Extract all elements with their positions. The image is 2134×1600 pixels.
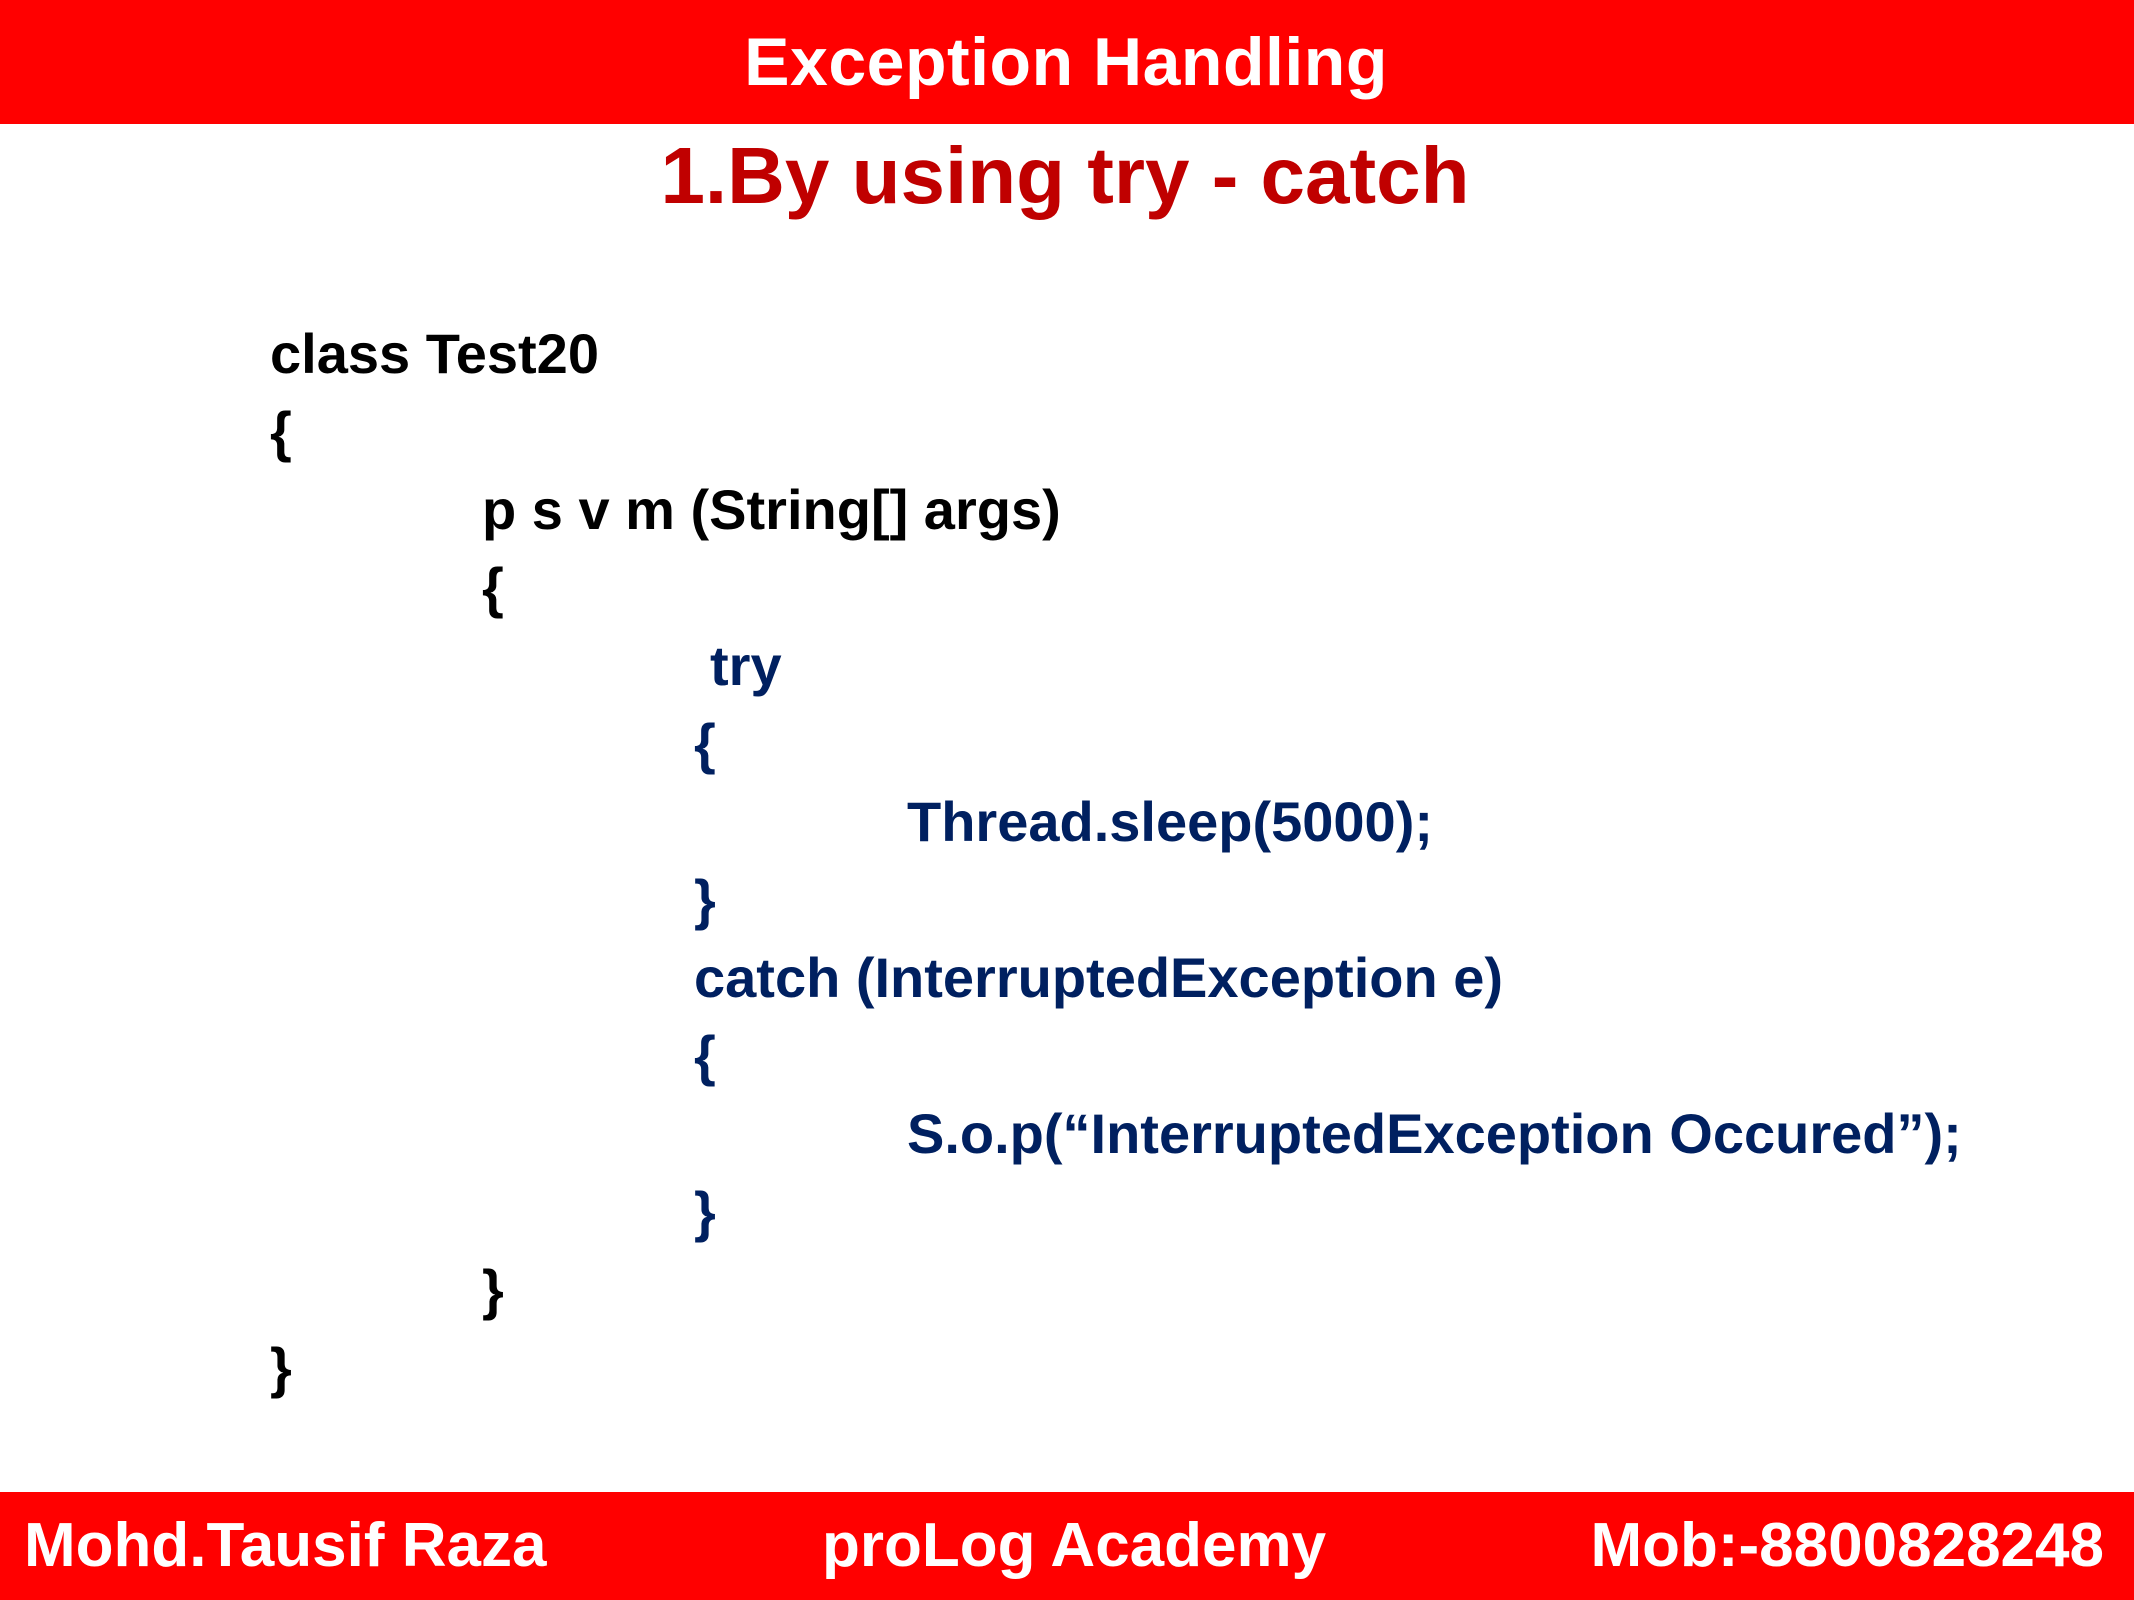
footer-mobile: Mob:-8800828248 (1590, 1511, 2105, 1580)
code-line: Thread.sleep(5000); (907, 790, 1433, 853)
bottom-banner: Mohd.Tausif Raza proLog Academy Mob:-880… (0, 1492, 2134, 1600)
slide-subtitle: 1.By using try - catch (660, 131, 1470, 220)
code-line: { (694, 1024, 716, 1087)
code-line: class Test20 (270, 322, 599, 385)
code-line: try (710, 634, 782, 697)
code-line: } (482, 1258, 504, 1321)
code-line: catch (InterruptedException e) (694, 946, 1504, 1009)
code-line: { (482, 556, 504, 619)
code-line: } (270, 1336, 292, 1399)
code-line: { (270, 400, 292, 463)
slide-title: Exception Handling (744, 24, 1388, 100)
code-line: { (694, 712, 716, 775)
code-line: S.o.p(“InterruptedException Occured”); (907, 1102, 1962, 1165)
footer-author: Mohd.Tausif Raza (24, 1511, 547, 1580)
code-line: p s v m (String[] args) (482, 478, 1061, 541)
footer-academy: proLog Academy (822, 1511, 1327, 1580)
top-banner: Exception Handling (0, 0, 2134, 124)
code-line: } (694, 868, 716, 931)
code-line: } (694, 1180, 716, 1243)
